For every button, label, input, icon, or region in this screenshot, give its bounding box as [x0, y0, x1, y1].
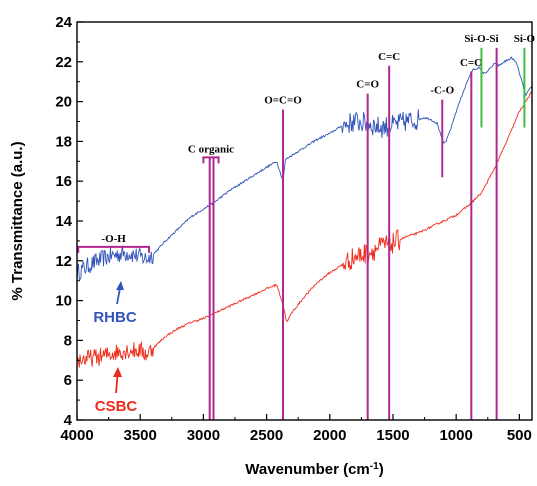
band-bracket-1: [202, 156, 220, 164]
arrowhead-csbc: [113, 367, 122, 377]
y-axis-title: % Transmittance (a.u.): [9, 141, 26, 300]
band-label-7: Si-O-Si: [464, 33, 498, 45]
y-tick-label-12: 12: [55, 253, 72, 270]
x-tick-label-4000: 4000: [60, 427, 93, 444]
x-axis-title: Wavenumber (cm-1): [245, 461, 383, 479]
y-tick-label-24: 24: [55, 14, 72, 31]
y-tick-label-18: 18: [55, 133, 72, 150]
series-label-csbc: CSBC: [95, 398, 138, 415]
band-label-9: Si-O: [514, 33, 536, 45]
band-label-2: O=C=O: [264, 95, 302, 107]
x-tick-label-1000: 1000: [439, 427, 472, 444]
y-tick-label-4: 4: [64, 412, 73, 429]
x-tick-label-3500: 3500: [124, 427, 157, 444]
y-tick-label-10: 10: [55, 293, 72, 310]
series-line-rhbc: [76, 56, 533, 281]
band-label-5: -C-O: [430, 85, 454, 97]
band-label-6: C=O: [460, 57, 483, 69]
y-tick-label-16: 16: [55, 173, 72, 190]
series-line-csbc: [76, 90, 533, 368]
y-tick-label-14: 14: [55, 213, 72, 230]
y-tick-label-8: 8: [64, 332, 72, 349]
band-label-4: C=C: [378, 51, 400, 63]
y-tick-label-22: 22: [55, 54, 72, 71]
series-label-rhbc: RHBC: [93, 309, 136, 326]
band-label-0: -O-H: [101, 233, 126, 245]
x-tick-label-2500: 2500: [250, 427, 283, 444]
y-tick-label-6: 6: [64, 372, 72, 389]
plot-frame: [76, 21, 533, 421]
band-label-3: C=O: [356, 79, 379, 91]
x-tick-label-1500: 1500: [376, 427, 409, 444]
x-tick-label-3000: 3000: [187, 427, 220, 444]
y-tick-label-20: 20: [55, 94, 72, 111]
band-label-1: C organic: [188, 143, 234, 155]
arrowhead-rhbc: [116, 281, 124, 290]
x-tick-label-500: 500: [507, 427, 532, 444]
band-bracket-0: [77, 245, 151, 253]
x-tick-label-2000: 2000: [313, 427, 346, 444]
